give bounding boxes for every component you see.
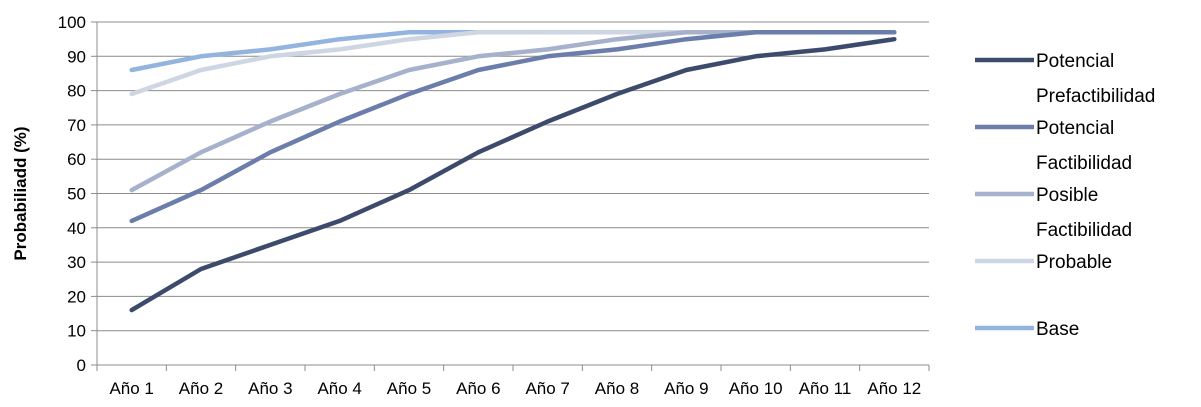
y-tick-label: 30 [67,253,86,272]
x-tick-label: Año 7 [525,379,569,398]
x-tick-label: Año 4 [317,379,361,398]
legend-label: Factibilidad [1036,220,1132,241]
legend-label: Factibilidad [1036,153,1132,174]
y-tick-label: 60 [67,150,86,169]
legend: Potencial Prefactibilidad Potencial Factibi… [975,51,1155,340]
y-tick-label: 0 [77,356,86,375]
x-tick-label: Año 2 [179,379,223,398]
x-tick-label: Año 1 [109,379,153,398]
x-tick-labels: Año 1 Año 2 Año 3 Año 4 Año 5 Año 6 Año 7 Año 8… [109,379,921,398]
legend-label: Potencial [1036,118,1114,139]
y-tick-label: 50 [67,185,86,204]
series-line [129,36,897,313]
x-tick-label: Año 8 [595,379,639,398]
y-tick-label: 40 [67,219,86,238]
x-tick-label: Año 10 [729,379,783,398]
legend-label: Posible [1036,185,1098,206]
series-line [129,30,897,224]
x-tick-label: Año 12 [867,379,921,398]
y-tick-label: 90 [67,47,86,66]
x-tick-label: Año 6 [456,379,500,398]
x-tick-label: Año 3 [248,379,292,398]
legend-label: Potencial [1036,51,1114,72]
x-tick-label: Año 11 [799,379,852,398]
x-tick-label: Año 9 [664,379,708,398]
y-tick-label: 100 [58,13,86,32]
legend-label: Base [1036,319,1079,340]
y-tick-labels: 0 10 20 30 40 50 60 70 80 90 100 [58,13,86,375]
y-axis-label: Probabiliadd (%) [11,126,30,260]
legend-label: Probable [1036,252,1112,273]
y-tick-label: 80 [67,82,86,101]
y-tick-label: 10 [67,322,86,341]
y-tick-label: 70 [67,116,86,135]
x-tick-label: Año 5 [387,379,431,398]
y-tick-label: 20 [67,287,86,306]
axes [91,21,930,371]
gridlines [97,21,929,332]
series-lines [129,30,897,313]
legend-label: Prefactibilidad [1036,86,1155,107]
